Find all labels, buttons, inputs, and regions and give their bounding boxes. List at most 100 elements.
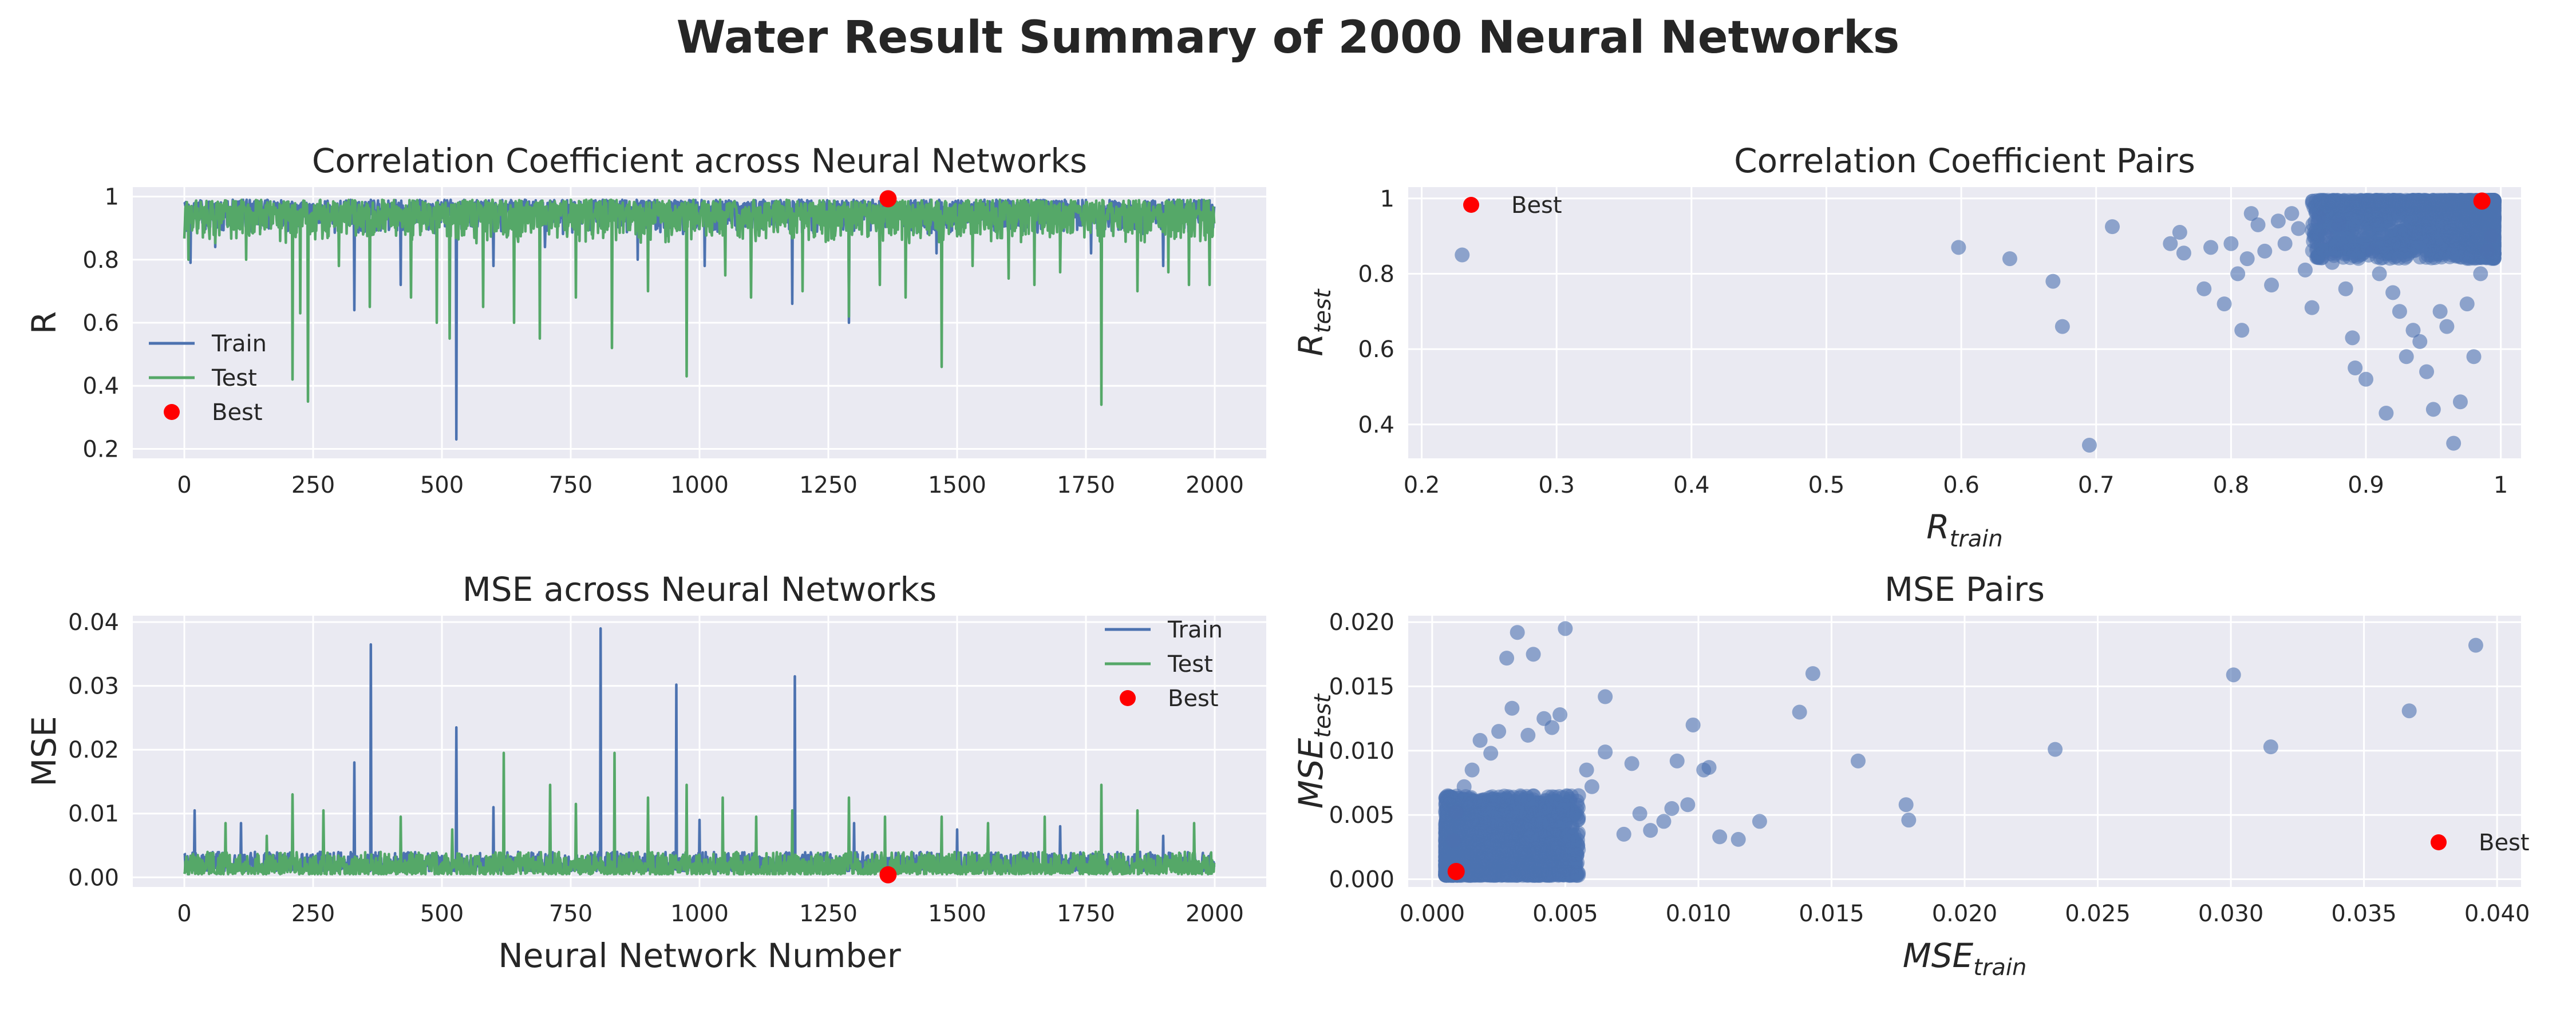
y-tick-label: 0.8: [82, 247, 119, 274]
scatter-point: [2439, 319, 2455, 334]
y-axis-label: MSE: [25, 716, 64, 787]
x-tick-label: 1500: [928, 901, 986, 927]
series-line-test: [183, 751, 1216, 876]
scatter-point: [1438, 853, 1453, 869]
scatter-point: [2257, 243, 2273, 259]
scatter-point: [2378, 240, 2393, 255]
scatter-point: [2340, 231, 2356, 246]
y-tick-label: 0.000: [1329, 867, 1394, 893]
scatter-point: [2309, 249, 2325, 265]
chart-title: Correlation Coefficient Pairs: [1734, 141, 2195, 180]
scatter-point: [1518, 817, 1533, 833]
chart-title: MSE Pairs: [1884, 570, 2045, 609]
x-tick-label: 1250: [799, 472, 858, 498]
scatter-point: [2291, 221, 2306, 236]
scatter-point: [2452, 394, 2468, 410]
x-tick-label: 0: [177, 901, 191, 927]
scatter-point: [2372, 266, 2387, 282]
scatter-point: [1560, 867, 1575, 883]
scatter-point: [2399, 349, 2414, 365]
x-tick-label: 0.010: [1666, 901, 1732, 927]
y-tick-label: 0.02: [68, 737, 119, 763]
scatter-point: [2446, 435, 2462, 451]
scatter-point: [1563, 844, 1579, 859]
scatter-point: [2105, 219, 2120, 235]
scatter-point: [2311, 209, 2326, 225]
scatter-point: [1456, 779, 1472, 794]
scatter-point: [1567, 827, 1582, 843]
scatter-point: [1526, 647, 1541, 662]
scatter-point: [1951, 240, 1966, 255]
scatter-point: [2484, 228, 2499, 244]
scatter-point: [2304, 300, 2320, 315]
scatter-point: [2045, 274, 2061, 289]
scatter-point: [2163, 236, 2178, 251]
scatter-point: [1696, 762, 1712, 778]
scatter-point: [1499, 651, 1515, 666]
scatter-point: [1616, 826, 1631, 842]
scatter-point: [2226, 667, 2241, 683]
scatter-point: [2345, 330, 2360, 346]
x-tick-label: 0.5: [1808, 472, 1845, 498]
scatter-point: [1730, 831, 1746, 847]
scatter-point: [2284, 206, 2300, 221]
scatter-point: [2002, 251, 2017, 267]
legend-label: Best: [1168, 686, 1219, 712]
scatter-point: [2203, 240, 2219, 255]
scatter-point: [1483, 746, 1499, 761]
y-tick-label: 0.020: [1329, 609, 1394, 636]
scatter-point: [2385, 285, 2401, 300]
scatter-point: [1546, 822, 1562, 838]
scatter-point: [1472, 732, 1488, 748]
scatter-point: [1792, 704, 1807, 720]
best-point: [879, 866, 897, 884]
chart-mse-pairs: 0.000 0.005 0.010 0.015 0.020 0.025 0.030 0.035…: [1291, 570, 2530, 981]
scatter-point: [2048, 742, 2063, 757]
x-tick-label: 0.000: [1400, 901, 1465, 927]
x-tick-label: 0.3: [1538, 472, 1575, 498]
y-tick-label: 0.4: [82, 373, 119, 399]
scatter-point: [2425, 402, 2441, 417]
scatter-point: [2466, 349, 2482, 365]
grid: [133, 616, 1266, 887]
x-tick-label: 1750: [1057, 901, 1115, 927]
chart-r-pairs: 0.2 0.3 0.4 0.5 0.6 0.7 0.8 0.9 1 0.4 0.6 0.8 1 Corre…: [1291, 141, 2521, 552]
scatter-point: [1685, 717, 1701, 732]
legend-swatch: [2431, 834, 2447, 850]
scatter-point: [2480, 243, 2495, 259]
x-tick-label: 2000: [1186, 901, 1244, 927]
y-tick-label: 0.4: [1358, 412, 1394, 438]
scatter-point: [1538, 793, 1554, 809]
x-tick-label: 0.005: [1532, 901, 1598, 927]
best-point: [1447, 863, 1465, 881]
scatter-point: [2396, 201, 2412, 217]
scatter-point: [2459, 296, 2475, 312]
x-tick-label: 0.020: [1932, 901, 1998, 927]
scatter-point: [2379, 406, 2394, 421]
legend-swatch: [1120, 690, 1136, 706]
scatter-point: [1504, 700, 1520, 716]
chart-title: Correlation Coefficient across Neural Ne…: [312, 141, 1087, 180]
chart-r-line: 0 250 500 750 1000 1250 1500 1750 2000 0.2 0.4 0.6 0…: [25, 141, 1266, 498]
x-tick-label: 0.040: [2464, 901, 2530, 927]
scatter-point: [2456, 222, 2472, 237]
scatter-point: [1530, 809, 1545, 823]
scatter-point: [1491, 724, 1507, 739]
legend-label: Best: [1511, 192, 1562, 219]
series-line-test: [183, 198, 1216, 406]
x-tick-label: 1250: [799, 901, 858, 927]
chart-mse-line: 0 250 500 750 1000 1250 1500 1750 2000 0.00 0.01 0.…: [25, 570, 1266, 975]
scatter-point: [1536, 711, 1552, 726]
scatter-point: [2230, 266, 2246, 282]
scatter-point: [2270, 213, 2286, 229]
scatter-point: [2348, 360, 2363, 375]
scatter-point: [2217, 296, 2232, 312]
x-tick-label: 2000: [1186, 472, 1244, 498]
x-tick-label: 0.9: [2348, 472, 2384, 498]
scatter-point: [2313, 193, 2329, 208]
scatter-point: [2392, 304, 2407, 319]
scatter-point: [2435, 194, 2451, 209]
scatter-point: [2419, 364, 2435, 379]
scatter-point: [2378, 199, 2393, 214]
